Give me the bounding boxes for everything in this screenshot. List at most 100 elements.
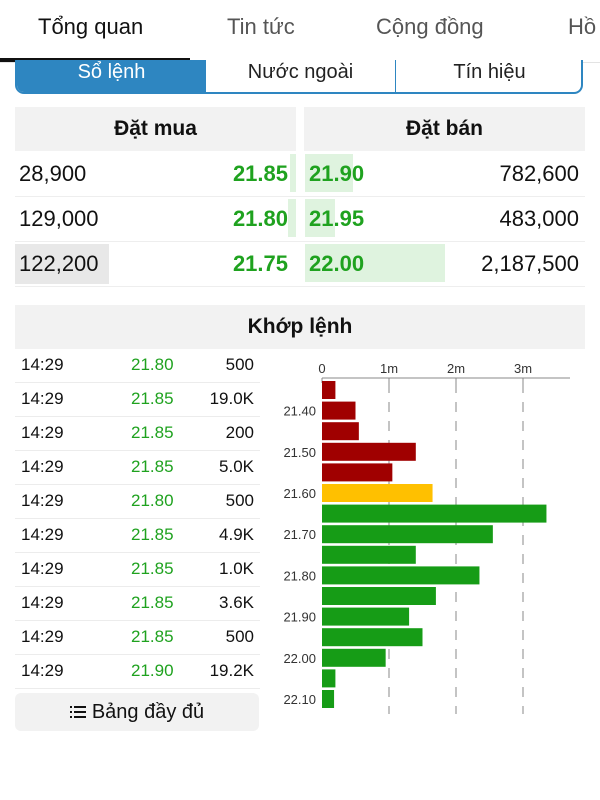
buy-price[interactable]: 21.80 (232, 206, 288, 231)
trade-volume: 500 (225, 491, 254, 510)
trade-time: 14:29 (21, 593, 64, 612)
tab-profile[interactable]: Hồ (568, 14, 597, 39)
row-divider (15, 196, 585, 197)
trade-row: 14:29 21.85 500 (15, 620, 260, 655)
trade-price: 21.85 (131, 559, 174, 578)
trade-row: 14:29 21.85 19.0K (15, 382, 260, 417)
buy-quantity-highlight (15, 244, 109, 284)
tab-news[interactable]: Tin tức (227, 14, 295, 39)
trade-time: 14:29 (21, 491, 64, 510)
trade-time: 14:29 (21, 525, 64, 544)
row-divider (15, 286, 585, 287)
segment-signals[interactable]: Tín hiệu (453, 61, 526, 83)
orderbook-row[interactable]: 129,000 21.80 21.95 483,000 (15, 197, 585, 241)
segment-foreign[interactable]: Nước ngoài (247, 61, 354, 83)
matched-orders-header: Khớp lệnh (15, 305, 585, 349)
trade-price: 21.90 (131, 661, 174, 680)
sell-header: Đặt bán (304, 107, 585, 151)
trade-volume: 19.2K (209, 661, 254, 680)
trade-row: 14:29 21.90 19.2K (15, 654, 260, 689)
trade-price: 21.85 (131, 423, 174, 442)
buy-header: Đặt mua (15, 107, 296, 151)
segment-order-book[interactable]: Sổ lệnh (17, 60, 206, 92)
trade-volume: 5.0K (219, 457, 254, 476)
trade-volume: 3.6K (219, 593, 254, 612)
list-icon (69, 706, 86, 718)
volume-bar (322, 628, 423, 647)
buy-quantity: 129,000 (19, 206, 99, 231)
y-tick-label: 21.50 (283, 445, 316, 460)
trade-volume: 19.0K (209, 389, 254, 408)
trade-row: 14:29 21.85 3.6K (15, 586, 260, 621)
trade-time: 14:29 (21, 661, 64, 680)
sell-price[interactable]: 21.90 (309, 161, 365, 186)
row-divider (15, 241, 585, 242)
trade-time: 14:29 (21, 457, 64, 476)
trade-row: 14:29 21.80 500 (15, 484, 260, 519)
volume-by-price-chart: 0 1m 2m 3m 21.40 21.50 21.60 21.70 21.80 21.90 22.… (283, 361, 570, 714)
trade-volume: 4.9K (219, 525, 254, 544)
trade-time: 14:29 (21, 559, 64, 578)
volume-bar (322, 381, 336, 399)
volume-bar (322, 648, 386, 667)
top-tab-bar: Tổng quan Tin tức Cộng đồng Hồ (0, 0, 600, 63)
sell-volume-bar (305, 199, 335, 237)
buy-price[interactable]: 21.75 (232, 251, 288, 276)
volume-bar (322, 566, 480, 585)
tab-overview[interactable]: Tổng quan (38, 14, 144, 39)
buy-volume-bar (290, 154, 296, 192)
volume-bar (322, 484, 433, 502)
trade-price: 21.85 (131, 525, 174, 544)
y-tick-label: 22.10 (283, 692, 316, 707)
x-tick-label: 3m (514, 361, 532, 376)
buy-price[interactable]: 21.85 (232, 161, 288, 186)
volume-bar (322, 442, 416, 461)
trade-time: 14:29 (21, 389, 64, 408)
trade-time: 14:29 (21, 423, 64, 442)
sell-price[interactable]: 22.00 (309, 251, 365, 276)
sell-quantity: 483,000 (499, 206, 579, 231)
volume-bar (322, 401, 356, 420)
volume-bar (322, 669, 336, 688)
sell-quantity: 782,600 (499, 161, 579, 186)
sell-quantity: 2,187,500 (481, 251, 579, 276)
trade-price: 21.85 (131, 457, 174, 476)
sell-volume-bar (305, 154, 353, 192)
y-tick-label: 21.80 (283, 568, 316, 583)
volume-bar (322, 587, 436, 605)
trade-time: 14:29 (21, 355, 64, 374)
trade-row: 14:29 21.85 5.0K (15, 450, 260, 485)
x-tick-label: 1m (380, 361, 398, 376)
volume-bar (322, 545, 416, 564)
orderbook-row[interactable]: 28,900 21.85 21.90 782,600 (15, 152, 585, 196)
volume-bar (322, 504, 547, 523)
y-tick-label: 21.60 (283, 486, 316, 501)
tab-community[interactable]: Cộng đồng (376, 14, 484, 39)
trade-volume: 1.0K (219, 559, 254, 578)
y-tick-label: 22.00 (283, 651, 316, 666)
buy-quantity: 28,900 (19, 161, 87, 186)
full-table-label: Bảng đầy đủ (91, 701, 205, 723)
segment-control: Sổ lệnh Nước ngoài Tín hiệu (15, 60, 583, 94)
sell-price[interactable]: 21.95 (309, 206, 365, 231)
trade-volume: 500 (225, 355, 254, 374)
y-tick-label: 21.90 (283, 610, 316, 625)
x-tick-label: 0 (318, 361, 325, 376)
orderbook-row[interactable]: 122,200 21.75 22.00 2,187,500 (15, 242, 585, 286)
trade-volume: 500 (225, 627, 254, 646)
trade-row: 14:29 21.85 1.0K (15, 552, 260, 587)
volume-bar (322, 607, 410, 626)
sell-volume-bar (305, 244, 445, 282)
trade-volume: 200 (225, 423, 254, 442)
trade-row: 14:29 21.80 500 (15, 348, 260, 383)
full-table-button[interactable]: Bảng đầy đủ (15, 693, 259, 731)
trade-price: 21.85 (131, 389, 174, 408)
volume-bar (322, 422, 359, 441)
segment-divider (395, 60, 396, 92)
trade-price: 21.80 (131, 491, 174, 510)
buy-volume-bar (288, 199, 296, 237)
trade-row: 14:29 21.85 200 (15, 416, 260, 451)
trade-price: 21.85 (131, 627, 174, 646)
trade-price: 21.80 (131, 355, 174, 374)
volume-bar (322, 463, 393, 482)
